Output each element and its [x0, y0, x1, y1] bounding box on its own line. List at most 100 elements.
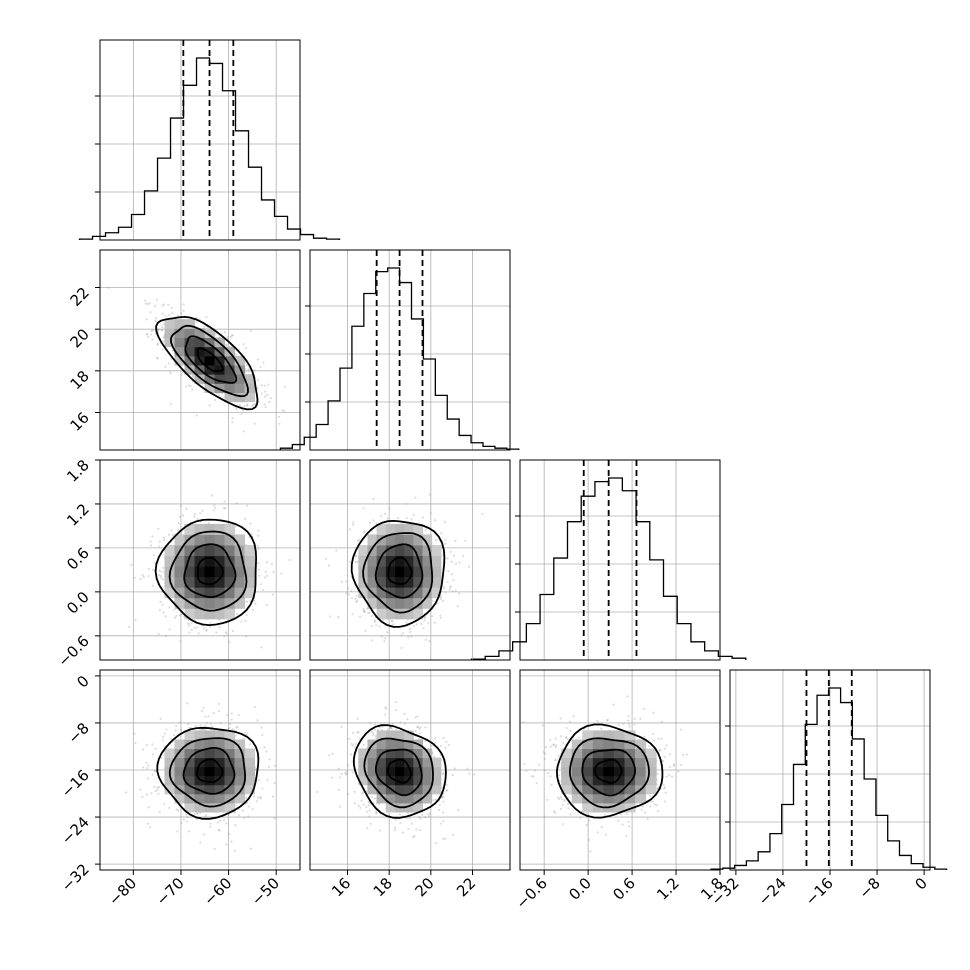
- contour-level-3: [350, 519, 446, 628]
- density-cell: [422, 534, 433, 546]
- sample-point: [267, 765, 270, 769]
- sample-point: [345, 773, 348, 776]
- density-cell: [184, 802, 196, 813]
- sample-point: [147, 764, 150, 767]
- density-cell: [164, 775, 176, 786]
- density-cell: [224, 544, 236, 557]
- density-cell: [404, 576, 414, 588]
- sample-point: [458, 592, 461, 595]
- sample-point: [199, 512, 202, 515]
- sample-point: [281, 409, 284, 412]
- sample-point: [251, 404, 254, 408]
- sample-point: [218, 828, 221, 832]
- sample-point: [378, 802, 381, 806]
- density-cell: [395, 597, 405, 609]
- sample-point: [340, 580, 343, 583]
- density-cell: [385, 534, 396, 546]
- density-cell: [184, 365, 196, 375]
- density-cell: [244, 748, 256, 759]
- sample-point: [269, 397, 273, 400]
- sample-point: [159, 717, 162, 720]
- sample-point: [395, 728, 398, 731]
- sample-point: [163, 745, 166, 748]
- sample-point: [283, 385, 286, 388]
- sample-point: [228, 726, 231, 730]
- contour-level-3: [154, 518, 258, 627]
- sample-point: [231, 334, 235, 337]
- sample-point: [383, 640, 386, 643]
- sample-point: [420, 622, 423, 626]
- sample-point: [161, 735, 165, 738]
- sample-point: [340, 772, 343, 776]
- sample-point: [444, 542, 447, 545]
- sample-point: [257, 568, 261, 571]
- sample-point: [134, 618, 137, 622]
- sample-point: [416, 726, 419, 729]
- sample-point: [440, 532, 443, 535]
- density-cell: [234, 392, 246, 403]
- sample-point: [158, 785, 161, 789]
- density-cell: [376, 544, 387, 557]
- sample-point: [162, 336, 165, 339]
- density-cell: [404, 555, 414, 567]
- sample-point: [405, 817, 408, 820]
- sample-point: [160, 329, 163, 332]
- sample-point: [423, 815, 427, 819]
- density-cell: [413, 608, 423, 620]
- sample-point: [216, 821, 220, 824]
- density-cell: [244, 784, 256, 795]
- sample-point: [264, 570, 267, 573]
- sample-point: [481, 512, 484, 515]
- sample-point: [185, 385, 188, 388]
- sample-point: [161, 325, 164, 329]
- sample-point: [363, 530, 366, 533]
- sample-point: [156, 356, 159, 360]
- sample-point: [365, 789, 368, 793]
- sample-point: [235, 502, 238, 505]
- density-cell: [214, 374, 226, 384]
- sample-point: [154, 747, 157, 750]
- density-cell: [422, 775, 433, 786]
- sample-point: [146, 777, 150, 780]
- sample-point: [222, 507, 226, 510]
- sample-point: [447, 569, 450, 573]
- sample-point: [161, 348, 164, 351]
- contour-level-3: [353, 724, 447, 819]
- sample-point: [249, 743, 252, 746]
- sample-point: [157, 792, 160, 796]
- sample-point: [265, 574, 269, 577]
- sample-point: [217, 829, 220, 832]
- sample-point: [447, 743, 450, 747]
- sample-point: [347, 587, 350, 590]
- sample-point: [464, 539, 467, 542]
- sample-point: [150, 329, 153, 332]
- sample-point: [429, 744, 433, 748]
- sample-point: [353, 746, 356, 749]
- density-cell: [395, 608, 405, 620]
- density-cell: [413, 534, 423, 546]
- sample-point: [400, 634, 403, 637]
- density-cell: [194, 597, 206, 609]
- histogram-panel-0: [78, 39, 341, 241]
- density-cell: [184, 766, 196, 777]
- sample-point: [458, 561, 461, 564]
- sample-point: [157, 633, 160, 636]
- density-cell: [184, 555, 196, 567]
- sample-point: [234, 734, 237, 737]
- sample-point: [273, 781, 276, 785]
- sample-point: [433, 755, 436, 758]
- sample-point: [353, 802, 356, 805]
- density-cell: [184, 757, 196, 768]
- density-cell: [358, 775, 368, 786]
- density-cell: [376, 793, 387, 804]
- sample-point: [197, 632, 200, 635]
- sample-point: [354, 597, 357, 600]
- sample-point: [439, 616, 442, 619]
- sample-point: [224, 507, 227, 510]
- sample-point: [244, 635, 248, 638]
- sample-point: [386, 728, 390, 731]
- density-cell: [376, 576, 387, 588]
- sample-point: [179, 721, 182, 724]
- sample-point: [442, 795, 445, 798]
- sample-point: [424, 740, 427, 743]
